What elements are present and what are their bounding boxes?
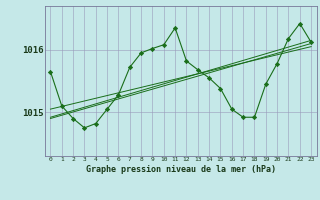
X-axis label: Graphe pression niveau de la mer (hPa): Graphe pression niveau de la mer (hPa) [86, 165, 276, 174]
